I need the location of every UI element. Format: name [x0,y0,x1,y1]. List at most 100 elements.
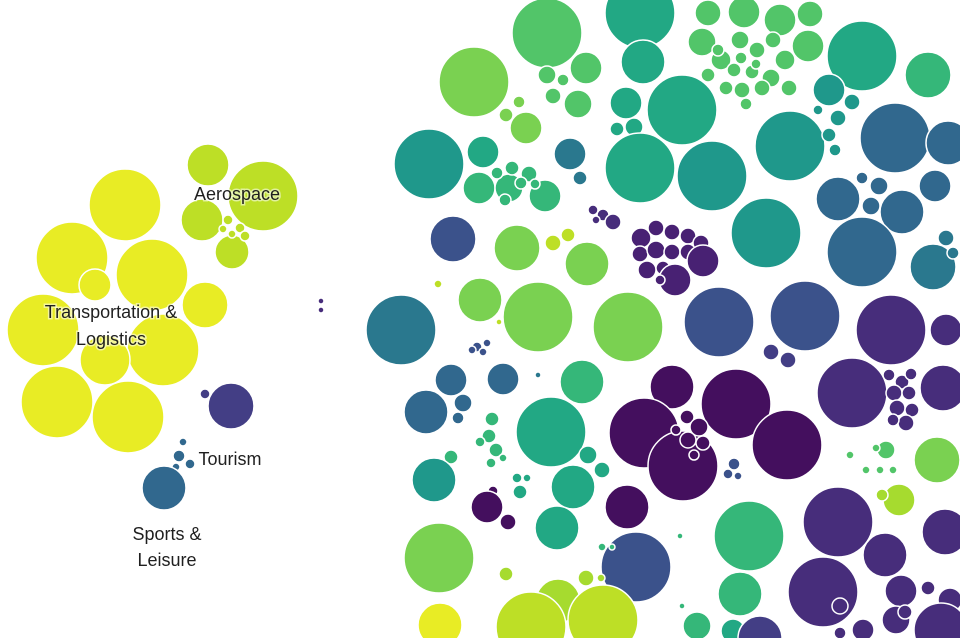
bubble [239,230,251,242]
bubble [234,222,246,234]
bubble [186,143,230,187]
bubble [946,246,960,260]
bubble [534,505,580,551]
bubble [180,198,224,242]
bubble [141,465,187,511]
bubble [670,424,682,436]
bubble [646,240,666,260]
bubble [663,223,681,241]
bubble [604,484,650,530]
bubble [904,51,952,99]
bubble [730,30,750,50]
bubble [218,224,228,234]
label-transportation-line1: Transportation & [45,302,177,322]
bubble [567,584,639,638]
bubble [453,393,473,413]
bubble [711,43,725,57]
bubble [833,626,847,638]
bubble [727,457,741,471]
bubble [488,442,504,458]
bubble [886,413,900,427]
bubble [871,443,881,453]
bubble [882,483,916,517]
bubble [559,359,605,405]
bubble [678,602,686,610]
bubble [227,160,299,232]
bubble [649,364,695,410]
bubble [317,297,325,305]
bubble [750,58,762,70]
bubble [845,450,855,460]
bubble [514,176,528,190]
bubble [722,468,734,480]
bubble [512,95,526,109]
bubble [564,241,610,287]
bubble [172,449,186,463]
bubble [700,67,716,83]
bubble [509,111,543,145]
bubble [227,229,237,239]
bubble [717,571,763,617]
bubble [748,41,766,59]
bubble [502,281,574,353]
bubble [482,338,492,348]
bubble [578,445,598,465]
label-sports-line1: Sports & [132,524,201,544]
bubble [184,458,196,470]
bubble [592,291,664,363]
bubble [593,461,611,479]
bubble [726,62,742,78]
bubble [828,143,842,157]
bubble [403,522,475,594]
bubble [365,294,437,366]
bubble [115,238,189,312]
bubble [694,0,722,27]
bubble [727,0,761,29]
bubble [515,396,587,468]
bubble [739,97,753,111]
bubble [433,279,443,289]
bubble [534,371,542,379]
bubble [485,457,497,469]
bubble [553,137,587,171]
bubble [855,294,927,366]
bubble [733,81,751,99]
bubbles-layer [6,0,960,638]
bubble [478,347,488,357]
bubble [511,0,583,69]
bubble [529,178,541,190]
bubble [222,214,234,226]
bubble [730,197,802,269]
bubble [544,87,562,105]
bubble [443,449,459,465]
bubble [918,169,952,203]
bubble [457,277,503,323]
bubble [885,384,903,402]
bubble [470,490,504,524]
bubble [474,436,486,448]
bubble [486,362,520,396]
bubble [774,49,796,71]
bubble [929,313,960,347]
bubble [821,127,837,143]
bubble [780,79,798,97]
bubble [843,93,861,111]
bubble [609,86,643,120]
bubble [826,20,898,92]
bubble [904,367,918,381]
bubble [20,365,94,439]
bubble [490,166,504,180]
bubble [779,351,797,369]
bubble [403,389,449,435]
bubble [875,488,889,502]
bubble [734,51,748,65]
bubble [467,345,477,355]
bubble [869,176,889,196]
bubble [812,104,824,116]
bubble [925,120,960,166]
bubble [919,364,960,412]
bubble [597,542,607,552]
bubble [495,591,567,638]
bubble [78,268,112,302]
bubble [695,435,711,451]
